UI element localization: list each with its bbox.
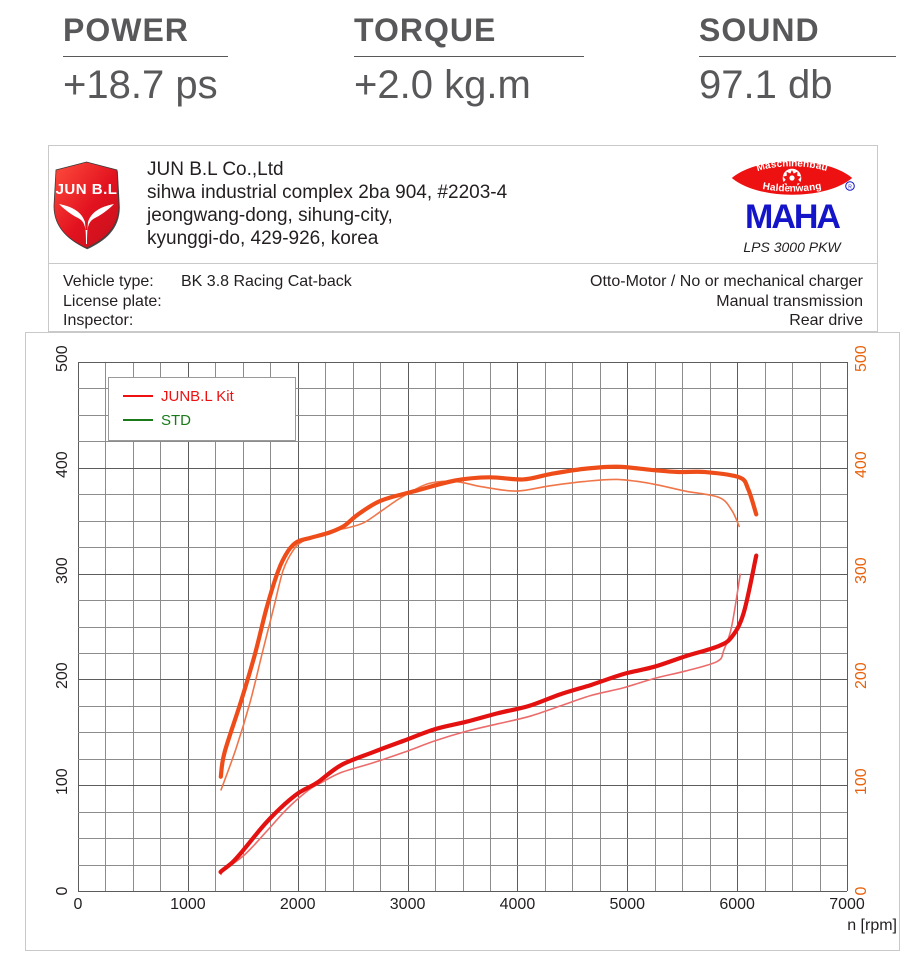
svg-text:R: R (848, 185, 852, 191)
svg-text:MAHA: MAHA (745, 198, 840, 236)
svg-text:JUN B.L: JUN B.L (56, 181, 118, 198)
